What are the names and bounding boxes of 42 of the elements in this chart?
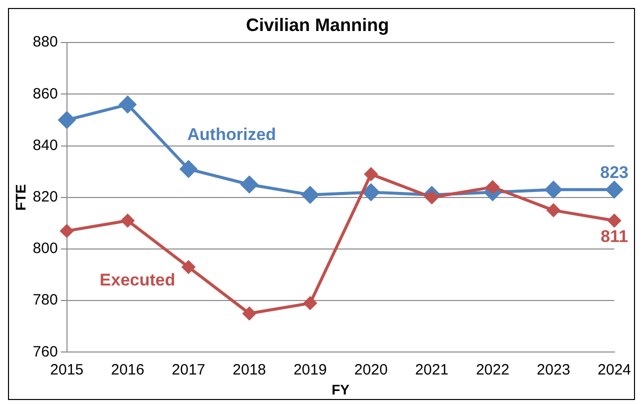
x-tick-label: 2015 [50,361,84,378]
point [121,214,134,228]
data-label: 823 [600,162,629,182]
y-tick-label: 840 [32,136,58,154]
data-label: 811 [600,226,628,246]
y-tick-label: 820 [32,188,58,206]
point [119,96,136,114]
point [606,181,623,198]
x-tick-label: 2018 [232,361,266,378]
point [544,181,562,198]
x-tick-label: 2023 [536,361,570,378]
point [546,204,560,217]
x-tick-label: 2016 [110,361,144,378]
point [486,180,500,194]
point [242,307,256,320]
point [362,184,380,201]
x-tick-label: 2017 [172,361,206,378]
y-tick-label: 800 [32,240,58,258]
point [182,260,195,274]
y-tick-label: 860 [32,85,58,102]
point [425,190,438,204]
series-label: Executed [100,270,176,290]
series-label: Authorized [187,125,276,144]
chart-title: Civilian Manning [246,14,390,35]
x-tick-label: 2021 [415,361,449,378]
point [60,224,74,238]
point [180,160,197,178]
x-tick-label: 2019 [293,361,327,378]
x-tick-label: 2020 [354,361,388,378]
y-axis-title: FTE [12,184,28,211]
x-tick-label: 2022 [476,361,510,378]
point [364,168,378,181]
point [608,214,621,228]
x-axis-title: FY [332,381,350,398]
y-tick-label: 880 [32,34,58,51]
y-tick-label: 780 [32,292,58,309]
point [304,296,317,310]
point [240,176,258,193]
point [58,112,76,128]
point [302,186,319,204]
y-tick-label: 760 [32,343,58,360]
x-tick-label: 2024 [598,361,632,378]
